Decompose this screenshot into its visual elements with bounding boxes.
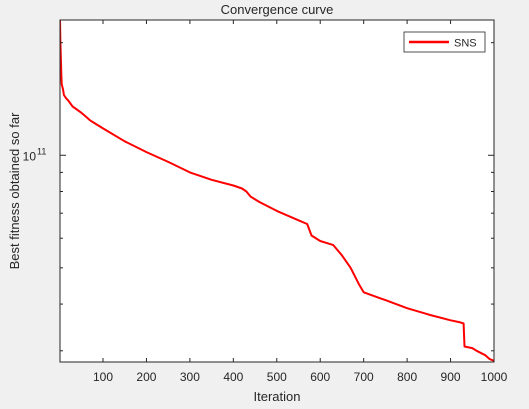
y-tick-label: 10 — [23, 149, 37, 163]
x-tick-label: 600 — [310, 370, 330, 384]
x-axis-ticks: 100 200 300 400 500 600 700 800 900 1000 — [93, 20, 508, 384]
x-axis-label: Iteration — [254, 389, 301, 404]
x-tick-label: 400 — [223, 370, 243, 384]
x-tick-label: 700 — [354, 370, 374, 384]
y-tick-label-exponent: 11 — [37, 146, 46, 156]
legend: SNS — [403, 31, 486, 53]
legend-label-sns: SNS — [454, 38, 477, 50]
x-tick-label: 300 — [180, 370, 200, 384]
plot-area — [60, 20, 494, 362]
x-tick-label: 100 — [93, 370, 113, 384]
x-tick-label: 1000 — [481, 370, 508, 384]
chart-title: Convergence curve — [221, 2, 334, 17]
x-tick-label: 500 — [267, 370, 287, 384]
x-tick-label: 800 — [397, 370, 417, 384]
x-tick-label: 900 — [441, 370, 461, 384]
series-line-sns — [60, 20, 494, 362]
y-axis-label: Best fitness obtained so far — [7, 112, 22, 269]
y-axis-ticks: 10 11 — [23, 42, 494, 352]
x-tick-label: 200 — [136, 370, 156, 384]
